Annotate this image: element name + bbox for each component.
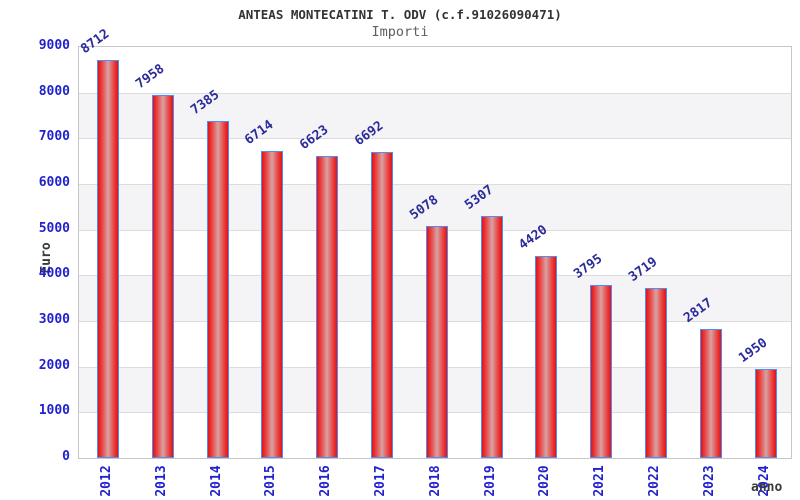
x-tick-2022: 2022 xyxy=(647,465,662,497)
x-axis-title: anno xyxy=(751,480,783,495)
y-tick-4000: 4000 xyxy=(38,266,70,281)
x-tick-2023: 2023 xyxy=(702,465,717,497)
plot-band xyxy=(79,47,791,93)
bar-2012 xyxy=(97,60,119,458)
x-tick-2012: 2012 xyxy=(99,465,114,497)
bar-2020 xyxy=(535,256,557,458)
y-tick-7000: 7000 xyxy=(38,129,70,144)
bar-2014 xyxy=(207,121,229,458)
bar-2017 xyxy=(371,152,393,458)
x-tick-2016: 2016 xyxy=(318,465,333,497)
bar-2013 xyxy=(152,95,174,458)
x-tick-2017: 2017 xyxy=(373,465,388,497)
y-tick-2000: 2000 xyxy=(38,358,70,373)
y-tick-5000: 5000 xyxy=(38,221,70,236)
y-tick-9000: 9000 xyxy=(38,38,70,53)
gridline-6000 xyxy=(79,184,791,185)
plot-band xyxy=(79,92,791,139)
plot-area: 8712 7958 7385 6714 6623 6692 5078 5307 4420 3795… xyxy=(78,26,792,459)
x-tick-2013: 2013 xyxy=(154,465,169,497)
y-tick-6000: 6000 xyxy=(38,175,70,190)
x-tick-2019: 2019 xyxy=(483,465,498,497)
x-tick-2020: 2020 xyxy=(537,465,552,497)
y-tick-0: 0 xyxy=(62,449,70,464)
gridline-8000 xyxy=(79,92,791,94)
bar-2024 xyxy=(755,369,777,458)
y-tick-8000: 8000 xyxy=(38,84,70,99)
bar-2023 xyxy=(700,329,722,458)
bar-2015 xyxy=(261,151,283,458)
y-tick-3000: 3000 xyxy=(38,312,70,327)
bar-2021 xyxy=(590,285,612,458)
bar-2019 xyxy=(481,216,503,458)
x-tick-2018: 2018 xyxy=(428,465,443,497)
y-tick-1000: 1000 xyxy=(38,403,70,418)
plot-band xyxy=(79,138,791,184)
bar-2018 xyxy=(426,226,448,458)
x-tick-2021: 2021 xyxy=(592,465,607,497)
chart-title: ANTEAS MONTECATINI T. ODV (c.f.910260904… xyxy=(238,7,562,22)
gridline-7000 xyxy=(79,138,791,140)
chart-subtitle: Importi xyxy=(371,24,429,40)
plot-band xyxy=(79,184,791,230)
x-tick-2014: 2014 xyxy=(209,465,224,497)
bar-2022 xyxy=(645,288,667,458)
x-tick-2015: 2015 xyxy=(263,465,278,497)
bar-2016 xyxy=(316,156,338,458)
